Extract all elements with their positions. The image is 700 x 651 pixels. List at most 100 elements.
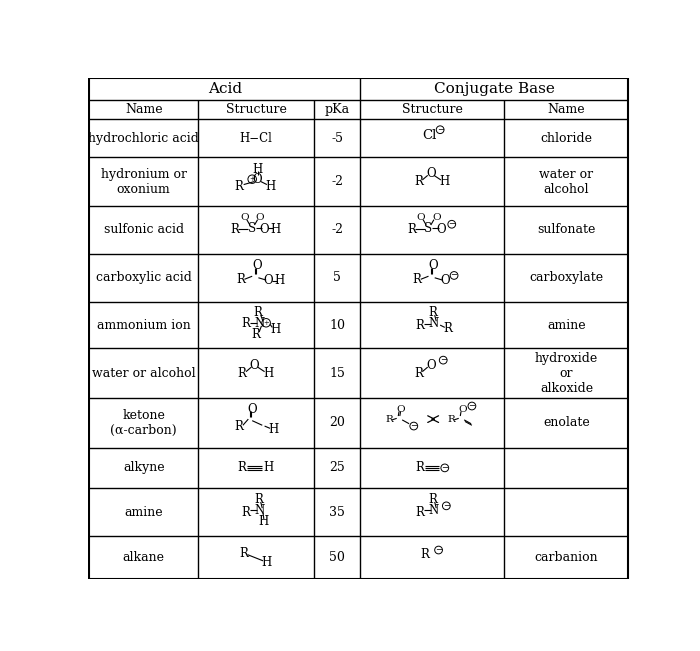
Text: 5: 5 bbox=[333, 271, 341, 284]
Text: 15: 15 bbox=[329, 367, 345, 380]
Text: −: − bbox=[440, 356, 447, 364]
Text: O: O bbox=[260, 223, 270, 236]
Text: S: S bbox=[424, 221, 433, 234]
Text: −: − bbox=[437, 126, 444, 133]
Text: Name: Name bbox=[125, 103, 162, 116]
Text: H−Cl: H−Cl bbox=[239, 132, 272, 145]
Text: O: O bbox=[432, 213, 440, 222]
Text: N: N bbox=[255, 317, 265, 330]
Text: H: H bbox=[265, 180, 275, 193]
Text: R: R bbox=[407, 223, 416, 236]
Text: alkyne: alkyne bbox=[123, 462, 164, 475]
Text: O: O bbox=[252, 259, 262, 272]
Text: Name: Name bbox=[547, 103, 585, 116]
Text: amine: amine bbox=[125, 506, 163, 518]
Text: -2: -2 bbox=[331, 175, 343, 188]
Text: −: − bbox=[410, 422, 417, 430]
Text: O: O bbox=[436, 223, 446, 236]
Text: R: R bbox=[416, 318, 424, 331]
Text: O: O bbox=[416, 213, 425, 222]
Text: H: H bbox=[270, 323, 281, 336]
Text: hydroxide
or
alkoxide: hydroxide or alkoxide bbox=[535, 352, 598, 395]
Text: −: − bbox=[451, 271, 458, 279]
Text: Conjugate Base: Conjugate Base bbox=[434, 82, 555, 96]
Text: -2: -2 bbox=[331, 223, 343, 236]
Text: +: + bbox=[249, 175, 255, 183]
Text: carboxylate: carboxylate bbox=[529, 271, 603, 284]
Text: H: H bbox=[253, 163, 262, 176]
Text: amine: amine bbox=[547, 318, 586, 331]
Text: O: O bbox=[426, 167, 435, 180]
Text: carbanion: carbanion bbox=[535, 551, 598, 564]
Text: R: R bbox=[428, 306, 437, 319]
Text: R: R bbox=[234, 421, 244, 434]
Text: R: R bbox=[428, 493, 437, 506]
Text: H: H bbox=[262, 556, 272, 569]
Text: H: H bbox=[268, 422, 278, 436]
Text: O: O bbox=[247, 402, 257, 415]
Text: pKa: pKa bbox=[325, 103, 349, 116]
Text: H: H bbox=[270, 223, 281, 236]
Text: N: N bbox=[429, 317, 439, 330]
Text: R: R bbox=[253, 306, 262, 319]
Text: O: O bbox=[458, 405, 467, 413]
Text: O: O bbox=[250, 359, 259, 372]
Text: R: R bbox=[414, 367, 423, 380]
Text: 50: 50 bbox=[329, 551, 345, 564]
Text: O: O bbox=[396, 405, 405, 413]
Text: N: N bbox=[255, 504, 265, 517]
Text: sulfonate: sulfonate bbox=[538, 223, 596, 236]
Text: R: R bbox=[414, 175, 423, 188]
Text: Acid: Acid bbox=[208, 82, 241, 96]
Text: ammonium ion: ammonium ion bbox=[97, 318, 190, 331]
Text: ketone
(α-carbon): ketone (α-carbon) bbox=[111, 409, 177, 437]
Text: enolate: enolate bbox=[543, 417, 590, 430]
Text: 35: 35 bbox=[329, 506, 345, 518]
Text: O: O bbox=[440, 274, 449, 287]
Text: O: O bbox=[240, 213, 248, 222]
Text: R: R bbox=[239, 547, 248, 560]
Text: alkane: alkane bbox=[122, 551, 164, 564]
Text: R: R bbox=[241, 317, 251, 330]
Text: R: R bbox=[238, 462, 246, 475]
Text: −: − bbox=[441, 464, 448, 472]
Text: R: R bbox=[412, 273, 421, 286]
Text: hydronium or
oxonium: hydronium or oxonium bbox=[101, 167, 187, 195]
Text: −: − bbox=[448, 220, 455, 229]
Text: O: O bbox=[253, 173, 262, 186]
Text: water or alcohol: water or alcohol bbox=[92, 367, 195, 380]
Text: H: H bbox=[263, 367, 274, 380]
Text: R: R bbox=[416, 462, 424, 475]
Text: 20: 20 bbox=[329, 417, 345, 430]
Text: R: R bbox=[236, 273, 245, 286]
Text: −: − bbox=[443, 502, 450, 510]
Text: O: O bbox=[426, 359, 435, 372]
Text: Cl: Cl bbox=[422, 129, 437, 142]
Text: S: S bbox=[248, 221, 256, 234]
Text: carboxylic acid: carboxylic acid bbox=[96, 271, 192, 284]
Text: H: H bbox=[263, 462, 274, 475]
Text: R: R bbox=[385, 415, 393, 424]
Text: O: O bbox=[256, 213, 265, 222]
Text: R: R bbox=[416, 506, 424, 518]
Text: N: N bbox=[429, 504, 439, 517]
Text: 25: 25 bbox=[329, 462, 345, 475]
Text: Structure: Structure bbox=[225, 103, 286, 116]
Text: R: R bbox=[420, 548, 429, 561]
Text: O: O bbox=[428, 259, 438, 272]
Text: R: R bbox=[443, 322, 452, 335]
Text: water or
alcohol: water or alcohol bbox=[540, 167, 594, 195]
Text: −: − bbox=[435, 546, 442, 554]
Text: -5: -5 bbox=[331, 132, 343, 145]
Text: chloride: chloride bbox=[540, 132, 592, 145]
Text: R: R bbox=[254, 493, 262, 506]
Text: H: H bbox=[440, 175, 450, 188]
Text: R: R bbox=[231, 223, 239, 236]
Text: 10: 10 bbox=[329, 318, 345, 331]
Text: hydrochloric acid: hydrochloric acid bbox=[88, 132, 199, 145]
Text: R: R bbox=[238, 367, 246, 380]
Text: sulfonic acid: sulfonic acid bbox=[104, 223, 183, 236]
Text: R: R bbox=[241, 506, 251, 518]
Text: H: H bbox=[258, 515, 268, 528]
Text: R: R bbox=[251, 328, 260, 341]
